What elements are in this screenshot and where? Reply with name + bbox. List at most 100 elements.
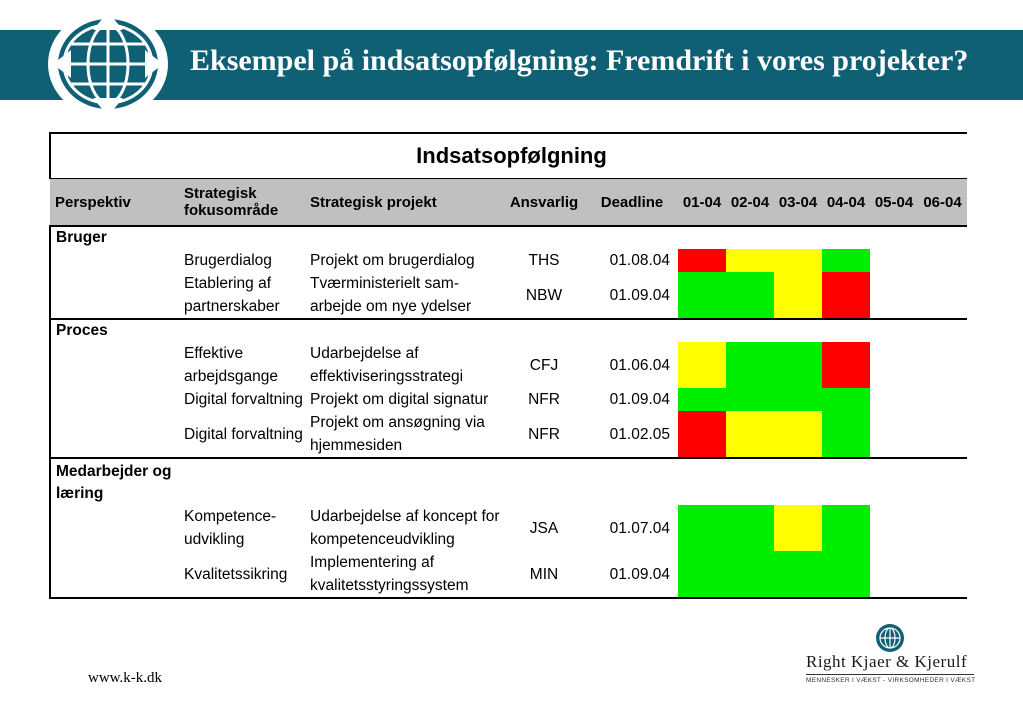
status-cell <box>678 249 726 272</box>
status-cell <box>870 249 918 272</box>
ansvarlig-cell: NBW <box>525 286 563 304</box>
status-cell <box>774 505 822 551</box>
status-cell <box>822 411 870 458</box>
website-url: www.k-k.dk <box>88 670 163 686</box>
ansvarlig-cell: MIN <box>502 551 586 599</box>
projekt-cell: Projekt om brugerdialog <box>310 252 475 269</box>
col-deadline: Deadline <box>586 178 678 227</box>
perspektiv-cell <box>49 272 179 319</box>
deadline-cell: 01.09.04 <box>609 286 670 304</box>
status-cell <box>870 272 918 319</box>
status-cell <box>918 272 967 319</box>
projekt-cell: Projekt om digital signatur <box>310 391 489 408</box>
deadline-cell: 01.09.04 <box>586 551 678 599</box>
table-row: Kompetence-udvikling Udarbejdelse af konc… <box>49 505 967 551</box>
status-cell <box>678 388 726 411</box>
status-cell <box>918 551 967 599</box>
ansvarlig-cell: NFR <box>528 425 560 443</box>
status-cell <box>870 551 918 599</box>
deadline-cell: 01.08.04 <box>609 252 670 269</box>
status-cell <box>822 249 870 272</box>
status-cell <box>774 551 822 599</box>
table-row: Digital forvaltning Projekt om digital si… <box>49 388 967 411</box>
col-month: 05-04 <box>870 178 918 227</box>
status-cell <box>870 411 918 458</box>
col-fokus: Strategisk fokusområde <box>179 178 305 227</box>
category-row: Proces <box>49 318 967 342</box>
perspektiv-cell <box>49 551 179 599</box>
fokus-cell: Kvalitetssikring <box>179 551 305 599</box>
ansvarlig-cell: THS <box>528 252 560 269</box>
col-month: 02-04 <box>726 178 774 227</box>
projekt-cell: Implementering af kvalitetsstyringssyste… <box>305 551 502 599</box>
brand-name: Right Kjaer & Kjerulf <box>806 652 968 671</box>
perspektiv-label: Bruger <box>49 225 179 249</box>
status-cell <box>726 342 774 388</box>
fokus-cell: Etablering af partnerskaber <box>184 275 280 315</box>
col-projekt: Strategisk projekt <box>305 178 502 227</box>
table-row: Brugerdialog Projekt om brugerdialog THS 01… <box>49 249 967 272</box>
col-ansvarlig: Ansvarlig <box>502 178 586 227</box>
table-row: Effektive arbejdsgange Udarbejdelse af ef… <box>49 342 967 388</box>
col-month: 03-04 <box>774 178 822 227</box>
status-cell <box>774 249 822 272</box>
status-cell <box>822 505 870 551</box>
table-row: Kvalitetssikring Implementering af kvalit… <box>49 551 967 599</box>
perspektiv-cell <box>49 411 179 458</box>
ansvarlig-cell: CFJ <box>529 356 559 374</box>
col-month: 01-04 <box>678 178 726 227</box>
projekt-cell: Projekt om ansøgning via hjemmesiden <box>310 414 485 454</box>
status-cell <box>870 505 918 551</box>
status-cell <box>726 388 774 411</box>
fokus-cell: Brugerdialog <box>184 252 272 269</box>
status-cell <box>678 342 726 388</box>
status-cell <box>678 551 726 599</box>
status-cell <box>678 411 726 458</box>
status-cell <box>870 342 918 388</box>
deadline-cell: 01.02.05 <box>609 425 670 443</box>
perspektiv-cell <box>49 388 179 411</box>
col-month: 04-04 <box>822 178 870 227</box>
status-cell <box>774 411 822 458</box>
fokus-cell: Digital forvaltning <box>184 391 303 408</box>
status-cell <box>726 249 774 272</box>
header-bar <box>0 30 1023 100</box>
projekt-cell: Udarbejdelse af koncept for kompetenceud… <box>310 508 500 548</box>
fokus-cell: Kompetence-udvikling <box>184 508 277 548</box>
brand-divider <box>806 674 974 675</box>
status-cell <box>822 551 870 599</box>
status-cell <box>726 272 774 319</box>
status-cell <box>918 411 967 458</box>
status-cell <box>726 505 774 551</box>
status-cell <box>822 272 870 319</box>
projekt-cell: Udarbejdelse af effektiviseringsstrategi <box>310 345 464 385</box>
perspektiv-label: Proces <box>49 318 179 342</box>
ansvarlig-cell: JSA <box>529 519 559 537</box>
table-row: Etablering af partnerskaber Tværministeri… <box>49 272 967 319</box>
status-cell <box>774 388 822 411</box>
table-row: Digital forvaltning Projekt om ansøgning … <box>49 411 967 458</box>
status-cell <box>726 411 774 458</box>
status-cell <box>918 342 967 388</box>
deadline-cell: 01.09.04 <box>609 391 670 408</box>
perspektiv-label: Medarbejder og læring <box>49 457 179 505</box>
slide-title: Eksempel på indsatsopfølgning: Fremdrift… <box>190 44 969 77</box>
deadline-cell: 01.07.04 <box>609 519 670 537</box>
fokus-cell: Digital forvaltning <box>184 425 303 443</box>
indsats-table: Indsatsopfølgning Perspektiv Strategisk … <box>49 132 967 599</box>
perspektiv-cell <box>49 505 179 551</box>
ansvarlig-cell: NFR <box>528 391 560 408</box>
status-cell <box>726 551 774 599</box>
category-row: Medarbejder og læring <box>49 457 967 505</box>
status-cell <box>918 249 967 272</box>
fokus-cell: Effektive arbejdsgange <box>184 345 278 385</box>
col-perspektiv: Perspektiv <box>50 178 179 227</box>
brand-globe-icon <box>876 624 904 652</box>
deadline-cell: 01.06.04 <box>609 356 670 374</box>
perspektiv-cell <box>49 249 179 272</box>
globe-logo-icon <box>48 10 168 118</box>
table-title: Indsatsopfølgning <box>49 132 967 179</box>
perspektiv-cell <box>49 342 179 388</box>
status-cell <box>822 342 870 388</box>
status-cell <box>918 505 967 551</box>
